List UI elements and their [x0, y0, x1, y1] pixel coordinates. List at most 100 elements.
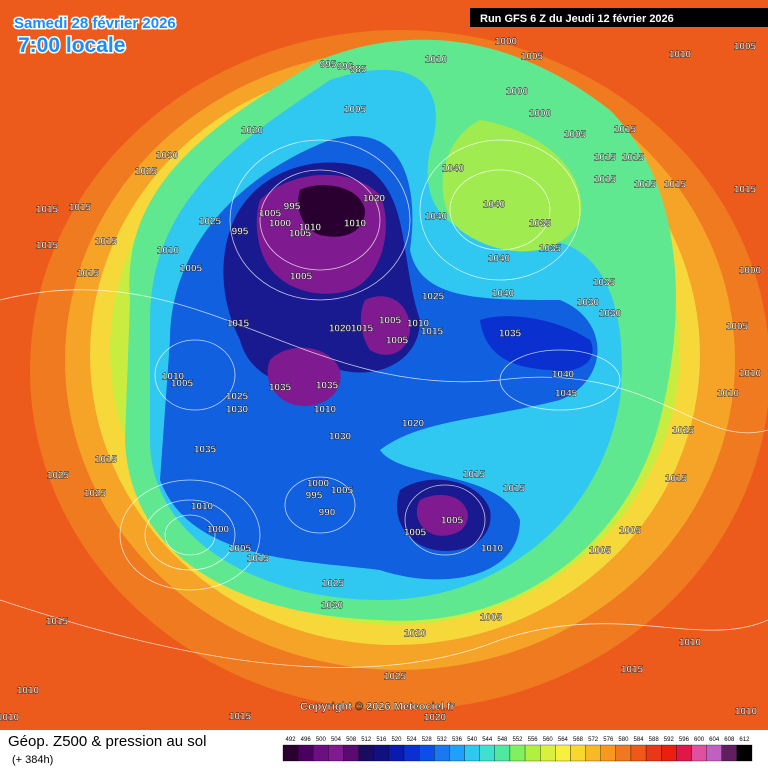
- colorbar-label: 556: [528, 737, 539, 743]
- colorbar-swatch: [540, 744, 556, 762]
- colorbar-label: 592: [664, 737, 675, 743]
- pressure-label: 1025: [226, 392, 249, 403]
- colorbar-swatch: [419, 744, 435, 762]
- pressure-label: 1010: [717, 389, 740, 400]
- run-info: Run GFS 6 Z du Jeudi 12 février 2026: [480, 13, 674, 25]
- colorbar-swatch: [721, 744, 738, 762]
- colorbar-label: 560: [543, 737, 554, 743]
- colorbar-swatch: [494, 744, 511, 762]
- pressure-label: 1005: [404, 528, 427, 539]
- colorbar-label: 608: [724, 737, 735, 743]
- colorbar-swatch: [373, 744, 390, 762]
- pressure-label: 1005: [521, 52, 544, 63]
- pressure-label: 1040: [552, 370, 575, 381]
- pressure-label: 1025: [199, 217, 222, 228]
- height-zone: [360, 296, 410, 355]
- colorbar-label: 604: [709, 737, 720, 743]
- pressure-label: 1015: [463, 470, 486, 481]
- pressure-label: 1010: [735, 707, 758, 718]
- colorbar-swatch: [434, 744, 450, 762]
- colorbar-label: 572: [588, 737, 599, 743]
- pressure-label: 1015: [46, 617, 69, 628]
- colorbar-label: 492: [286, 737, 297, 743]
- colorbar-swatch: [524, 744, 541, 762]
- pressure-label: 1000: [207, 525, 230, 536]
- colorbar-label: 496: [301, 737, 312, 743]
- pressure-label: 1045: [555, 389, 578, 400]
- pressure-label: 1025: [84, 489, 107, 500]
- pressure-label: 1010: [344, 219, 367, 230]
- pressure-label: 1025: [322, 579, 345, 590]
- colorbar-label: 568: [573, 737, 584, 743]
- colorbar-label: 512: [361, 737, 372, 743]
- pressure-label: 1005: [331, 486, 354, 497]
- height-zone: [267, 347, 341, 406]
- pressure-label: 995: [232, 227, 249, 238]
- pressure-label: 1000: [307, 479, 330, 490]
- colorbar-swatch: [509, 744, 526, 762]
- colorbar-swatch: [313, 744, 329, 762]
- pressure-label: 1040: [483, 200, 506, 211]
- pressure-label: 1025: [422, 292, 445, 303]
- forecast-date: Samedi 28 février 2026: [14, 15, 176, 32]
- pressure-label: 1005: [290, 272, 313, 283]
- pressure-label: 1020: [424, 713, 447, 724]
- pressure-label: 990: [319, 508, 336, 519]
- pressure-label: 1015: [614, 125, 637, 136]
- pressure-label: 1015: [734, 185, 757, 196]
- pressure-label: 1010: [481, 544, 504, 555]
- pressure-label: 1025: [672, 426, 695, 437]
- colorbar-swatch: [736, 744, 753, 762]
- colorbar-label: 548: [497, 737, 508, 743]
- colorbar-swatch: [358, 744, 374, 762]
- pressure-label: 1015: [634, 180, 657, 191]
- pressure-label: 1005: [480, 613, 503, 624]
- colorbar-label: 612: [739, 737, 750, 743]
- colorbar-swatch: [343, 744, 359, 762]
- pressure-label: 1035: [499, 329, 522, 340]
- pressure-label: 1005: [564, 130, 587, 141]
- pressure-label: 1035: [269, 383, 292, 394]
- pressure-label: 1000: [506, 87, 529, 98]
- pressure-label: 1005: [726, 322, 749, 333]
- pressure-label: 1005: [386, 336, 409, 347]
- pressure-label: 1010: [314, 405, 337, 416]
- pressure-label: 995: [320, 60, 337, 71]
- colorbar-label: 596: [679, 737, 690, 743]
- colorbar-label: 500: [316, 737, 327, 743]
- pressure-label: 1020: [329, 324, 352, 335]
- pressure-label: 1010: [669, 50, 692, 61]
- pressure-label: 1015: [421, 327, 444, 338]
- pressure-label: 1030: [226, 405, 249, 416]
- pressure-label: 1010: [0, 713, 20, 724]
- pressure-label: 1015: [503, 484, 526, 495]
- pressure-label: 1010: [407, 319, 430, 330]
- pressure-label: 1000: [529, 109, 552, 120]
- colorbar-swatch: [691, 744, 707, 762]
- isobars: [0, 139, 768, 668]
- colorbar-label: 532: [437, 737, 448, 743]
- pressure-label: 1005: [259, 209, 282, 220]
- colorbar-label: 504: [331, 737, 342, 743]
- copyright: Copyright © 2026 Meteociel.fr: [300, 701, 456, 713]
- colorbar-swatch: [449, 744, 465, 762]
- pressure-label: 985: [350, 65, 367, 76]
- pressure-label: 1015: [227, 319, 250, 330]
- pressure-label: 1035: [593, 278, 616, 289]
- pressure-label: 1020: [404, 629, 427, 640]
- pressure-label: 1025: [384, 672, 407, 683]
- colorbar-label: 524: [407, 737, 418, 743]
- pressure-label: 995: [306, 491, 323, 502]
- pressure-label: 1015: [36, 241, 59, 252]
- pressure-label: 1040: [488, 254, 511, 265]
- pressure-label: 1015: [665, 474, 688, 485]
- colorbar-label: 580: [618, 737, 629, 743]
- pressure-label: 1005: [379, 316, 402, 327]
- pressure-label: 995: [284, 202, 301, 213]
- pressure-label: 1015: [69, 203, 92, 214]
- colorbar-swatch: [403, 744, 420, 762]
- pressure-label: 1035: [316, 381, 339, 392]
- pressure-label: 1015: [594, 153, 617, 164]
